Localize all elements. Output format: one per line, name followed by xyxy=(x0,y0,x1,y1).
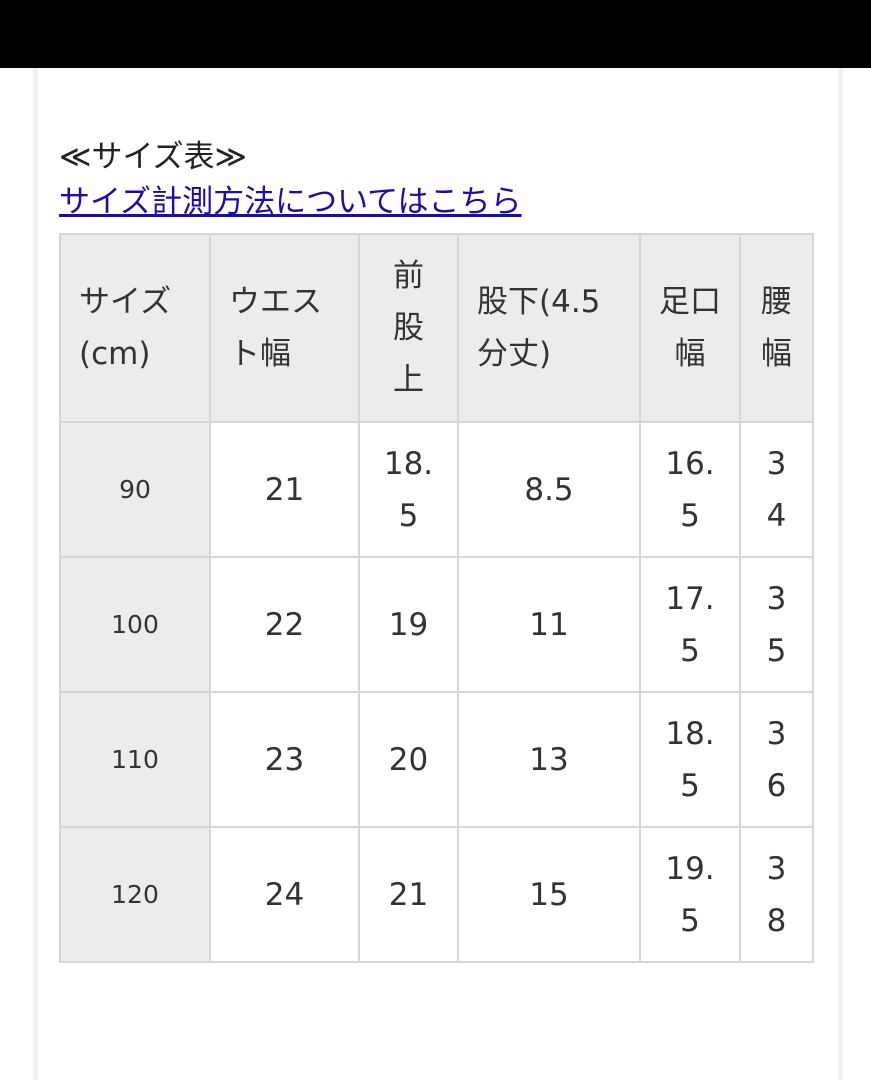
measurement-method-link[interactable]: サイズ計測方法についてはこちら xyxy=(59,184,522,220)
cell-inseam: 11 xyxy=(457,556,641,693)
header-inseam: 股下(4.5分丈) xyxy=(457,233,641,423)
cell-hip: 36 xyxy=(739,691,814,828)
header-size: サイズ (cm) xyxy=(59,233,211,423)
cell-inseam: 8.5 xyxy=(457,421,641,558)
section-title: ≪サイズ表≫ xyxy=(59,139,247,175)
header-front-rise: 前股上 xyxy=(358,233,459,423)
cell-waist: 23 xyxy=(209,691,360,828)
cell-front-rise: 21 xyxy=(358,826,459,963)
top-bar xyxy=(0,0,871,68)
cell-front-rise: 18.5 xyxy=(358,421,459,558)
cell-size: 90 xyxy=(59,421,211,558)
cell-size: 100 xyxy=(59,556,211,693)
cell-leg-opening: 16.5 xyxy=(639,421,741,558)
cell-hip: 34 xyxy=(739,421,814,558)
cell-leg-opening: 19.5 xyxy=(639,826,741,963)
cell-inseam: 13 xyxy=(457,691,641,828)
cell-front-rise: 19 xyxy=(358,556,459,693)
table-row: 110 23 20 13 18.5 36 xyxy=(59,691,814,828)
left-gutter xyxy=(33,68,38,1080)
cell-inseam: 15 xyxy=(457,826,641,963)
cell-leg-opening: 17.5 xyxy=(639,556,741,693)
cell-hip: 38 xyxy=(739,826,814,963)
size-table: サイズ (cm) ウエスト幅 前股上 股下(4.5分丈) 足口幅 腰幅 90 2… xyxy=(59,233,814,963)
cell-waist: 22 xyxy=(209,556,360,693)
cell-waist: 24 xyxy=(209,826,360,963)
cell-leg-opening: 18.5 xyxy=(639,691,741,828)
cell-size: 120 xyxy=(59,826,211,963)
cell-waist: 21 xyxy=(209,421,360,558)
table-header-row: サイズ (cm) ウエスト幅 前股上 股下(4.5分丈) 足口幅 腰幅 xyxy=(59,233,814,423)
table-row: 100 22 19 11 17.5 35 xyxy=(59,556,814,693)
header-hip: 腰幅 xyxy=(739,233,814,423)
cell-front-rise: 20 xyxy=(358,691,459,828)
table-row: 120 24 21 15 19.5 38 xyxy=(59,826,814,963)
cell-hip: 35 xyxy=(739,556,814,693)
table-row: 90 21 18.5 8.5 16.5 34 xyxy=(59,421,814,558)
size-chart-section: ≪サイズ表≫ サイズ計測方法についてはこちら サイズ (cm) ウエスト幅 前股… xyxy=(59,135,819,963)
header-waist: ウエスト幅 xyxy=(209,233,360,423)
header-leg-opening: 足口幅 xyxy=(639,233,741,423)
cell-size: 110 xyxy=(59,691,211,828)
right-gutter xyxy=(838,68,843,1080)
